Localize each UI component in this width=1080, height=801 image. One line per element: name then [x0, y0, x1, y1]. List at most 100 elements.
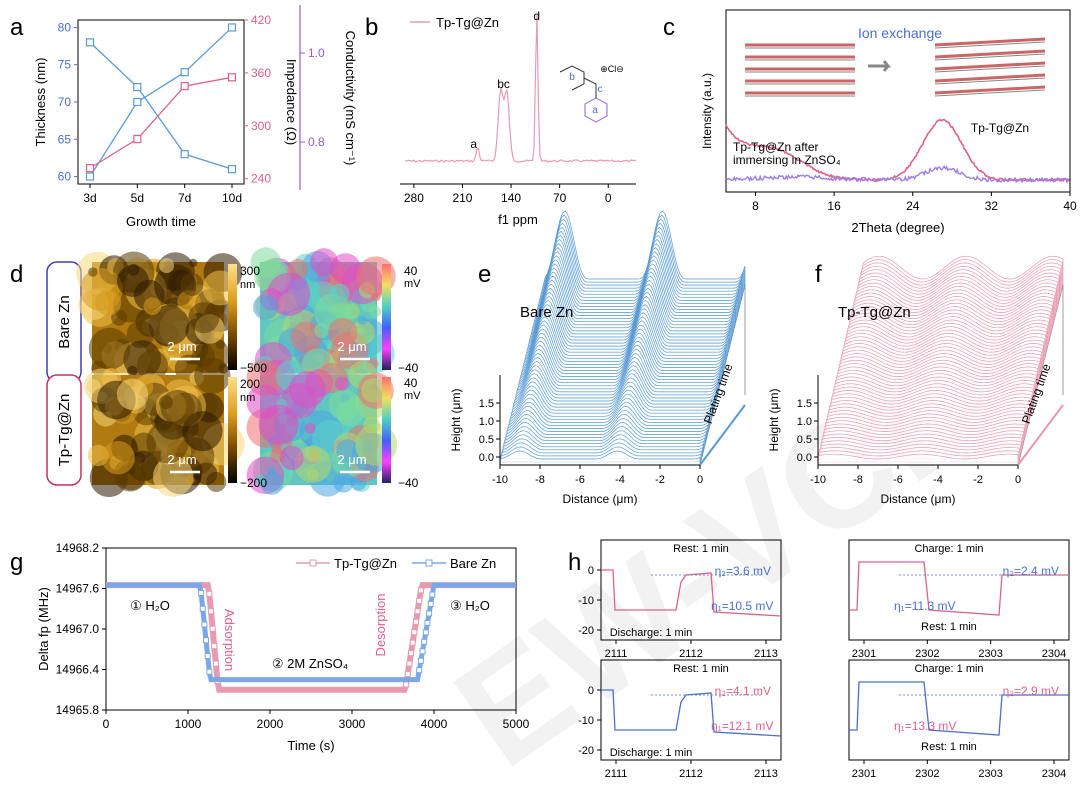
- panel-label-e: e: [478, 261, 491, 288]
- texture-blob: [329, 283, 350, 304]
- y-tick-label-g: 14967.0: [56, 622, 100, 636]
- y-tick-label-a: 75: [58, 58, 72, 72]
- plot-g-frame: [105, 547, 517, 711]
- data-point-g: [422, 629, 429, 636]
- ion-exchange-title: Ion exchange: [858, 25, 942, 41]
- y2-axis-label-a: Impedance (Ω): [284, 59, 299, 145]
- texture-blob: [88, 267, 98, 277]
- annotation-adsorption: Adsorption: [222, 609, 237, 671]
- series-line-a-1: [89, 41, 233, 170]
- peak-label-b: c: [504, 77, 510, 91]
- data-point-g: [403, 681, 410, 688]
- crystal-layer: [934, 49, 1046, 59]
- texture-blob: [101, 441, 135, 475]
- data-point-g: [211, 643, 218, 650]
- x-tick-label-h: 2303: [978, 768, 1002, 778]
- x-tick-label-h: 2304: [1042, 768, 1066, 778]
- x-tick-label-f: -2: [973, 474, 983, 486]
- eta2-h-3: η₂=2.9 mV: [1003, 684, 1059, 698]
- cb-h2-unit: nm: [240, 392, 255, 404]
- texture-blob: [194, 357, 231, 394]
- texture-blob: [116, 264, 149, 297]
- crystal-layer-dots: [934, 53, 1046, 61]
- series-label-c1: Tp-Tg@Zn: [971, 121, 1029, 135]
- y2-tick-label-a: 240: [251, 172, 271, 186]
- x-tick-label-b: 0: [605, 191, 612, 205]
- plating-arrow-e: [699, 404, 746, 466]
- y2-tick-label-a: 360: [251, 66, 271, 80]
- crystal-layer: [934, 85, 1046, 95]
- annotation-h2o-2: ③ H₂O: [450, 598, 490, 613]
- texture-blob: [327, 317, 358, 348]
- trace-h-1: [849, 561, 1069, 616]
- y-tick-label-g: 14967.6: [56, 582, 100, 596]
- eta1-h-3: η₁=13.3 mV: [894, 719, 956, 733]
- y-tick-label-a: 60: [58, 170, 72, 184]
- x-tick-label-g: 5000: [503, 717, 530, 731]
- crystal-layer: [934, 37, 1046, 47]
- series-label-c2a: Tp-Tg@Zn after: [733, 140, 819, 154]
- waterfall-trace: [506, 414, 708, 438]
- x-tick-label-c: 8: [752, 199, 759, 213]
- annotation-h-0-b: Discharge: 1 min: [610, 627, 693, 639]
- y-tick-label-h: -20: [578, 625, 594, 637]
- texture-blob: [254, 474, 266, 486]
- texture-blob: [143, 297, 162, 316]
- panel-label-f: f: [815, 261, 822, 288]
- texture-blob: [160, 389, 196, 425]
- texture-blob: [294, 445, 332, 483]
- x-tick-label-h: 2302: [915, 768, 939, 778]
- data-point-g: [408, 650, 415, 657]
- trace-h-0: [601, 569, 782, 617]
- colorbar-height-1: [228, 264, 237, 370]
- x-tick-label-e: -2: [655, 474, 665, 486]
- annotation-h-3-a: Charge: 1 min: [914, 663, 983, 675]
- sample-label-f: Tp-Tg@Zn: [838, 304, 911, 321]
- y-tick-label-g: 14965.8: [56, 703, 100, 717]
- texture-blob: [350, 320, 375, 345]
- data-point-g: [199, 605, 206, 612]
- legend-label-tp: Tp-Tg@Zn: [334, 556, 397, 571]
- eta2-h-2: η₂=4.1 mV: [715, 684, 771, 698]
- texture-blob: [136, 349, 168, 382]
- y-tick-label-f: 1.5: [797, 398, 812, 410]
- x-tick-label-c: 24: [906, 199, 920, 213]
- x-axis-label-b: f1 ppm: [498, 212, 538, 227]
- data-point-a: [85, 38, 95, 47]
- data-point-g: [421, 638, 428, 645]
- x-tick-label-e: -4: [615, 474, 625, 486]
- texture-blob: [116, 378, 149, 410]
- plating-arrow-f: [1017, 404, 1064, 466]
- x-axis-label-e: Distance (μm): [563, 492, 638, 506]
- panel-label-a: a: [10, 14, 24, 41]
- cb-h2-max: 200: [240, 377, 260, 391]
- y-tick-label-g: 14966.4: [56, 663, 100, 677]
- y-tick-label-f: 1.0: [797, 416, 812, 428]
- waterfall-trace: [499, 450, 701, 466]
- x-tick-label-e: -10: [492, 474, 508, 486]
- data-point-g: [416, 597, 423, 604]
- x-tick-label-a: 3d: [83, 191, 96, 205]
- row-box-1: [46, 374, 82, 486]
- x-tick-label-a: 10d: [222, 191, 242, 205]
- data-point-g: [409, 639, 416, 646]
- y2-tick-label-a: 420: [251, 13, 271, 27]
- texture-blob: [304, 423, 316, 434]
- waterfall-trace: [501, 438, 703, 457]
- x-tick-label-b: 140: [501, 191, 521, 205]
- data-point-a: [133, 134, 142, 144]
- scalebar-label-3: 2 μm: [337, 452, 366, 467]
- cb-h1-min: −500: [240, 361, 267, 375]
- x-tick-label-h: 2112: [679, 768, 703, 778]
- x-tick-label-f: -10: [810, 474, 826, 486]
- texture-blob: [288, 371, 326, 409]
- annotation-znso4: ② 2M ZnSO₄: [272, 656, 348, 671]
- data-point-g: [417, 587, 424, 594]
- data-point-a: [85, 172, 95, 181]
- x-tick-label-g: 4000: [421, 717, 448, 731]
- crystal-layer: [934, 61, 1046, 71]
- data-point-a: [227, 164, 237, 174]
- colorbar-potential-2: [382, 377, 391, 483]
- x-tick-label-h: 2112: [679, 648, 703, 660]
- height-image-tp-tg-zn: [84, 357, 245, 498]
